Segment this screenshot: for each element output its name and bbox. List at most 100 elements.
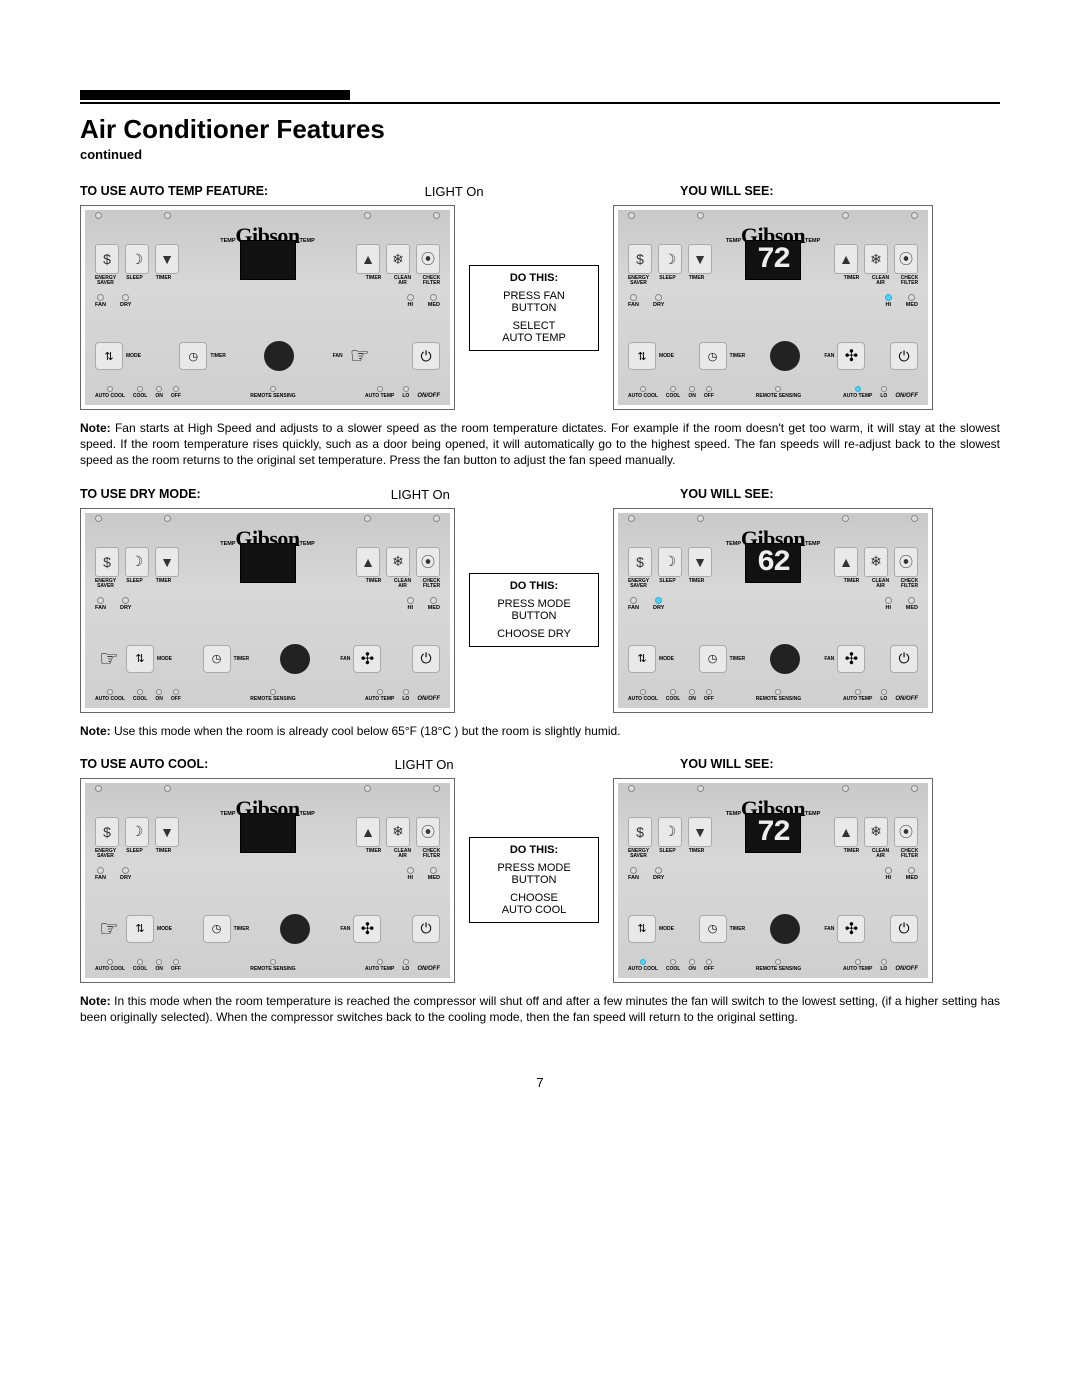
temperature-display [240,543,296,583]
mode-button[interactable]: ⇅ [628,915,656,943]
you-will-see-label: YOU WILL SEE: [680,757,1000,772]
feature-section-auto-temp: TO USE AUTO TEMP FEATURE: LIGHT On YOU W… [80,184,1000,469]
sleep-button[interactable]: ☽ [658,817,682,847]
clean-air-button[interactable]: ❄ [386,817,410,847]
page-number: 7 [80,1075,1000,1090]
check-filter-button[interactable]: ⦿ [416,547,440,577]
timer-up-button[interactable]: ▲ [356,244,380,274]
you-will-see-label: YOU WILL SEE: [680,487,1000,502]
timer-button[interactable]: ◷ [699,645,727,673]
mode-button[interactable]: ⇅ [628,342,656,370]
sleep-button[interactable]: ☽ [658,244,682,274]
fan-button[interactable]: ✣ [837,342,865,370]
temperature-display: 62 [745,543,801,583]
timer-button[interactable]: ◷ [699,342,727,370]
page-title: Air Conditioner Features [80,114,1000,145]
temperature-display: 72 [745,240,801,280]
energy-saver-button[interactable]: $ [628,547,652,577]
timer-button[interactable]: ◷ [699,915,727,943]
mode-button[interactable]: ⇅ [628,645,656,673]
continued-label: continued [80,147,1000,162]
timer-up-button[interactable]: ▲ [356,547,380,577]
feature-section-auto-cool: TO USE AUTO COOL: LIGHT On YOU WILL SEE:… [80,757,1000,1025]
check-filter-button[interactable]: ⦿ [416,817,440,847]
timer-up-button[interactable]: ▲ [356,817,380,847]
check-filter-button[interactable]: ⦿ [894,244,918,274]
control-knob[interactable] [770,914,800,944]
feature-section-dry-mode: TO USE DRY MODE: LIGHT On YOU WILL SEE: … [80,487,1000,739]
control-panel: Gibson TEMPTEMP $ ☽ ▼ ▲ ❄ ⦿ ENERGY SAVER… [80,778,455,983]
check-filter-button[interactable]: ⦿ [416,244,440,274]
light-on-label: LIGHT On [395,757,454,772]
instruction-box: DO THIS: PRESS FANBUTTONSELECTAUTO TEMP [469,265,599,351]
energy-saver-button[interactable]: $ [628,817,652,847]
you-will-see-label: YOU WILL SEE: [680,184,1000,199]
control-panel: Gibson TEMPTEMP 72 $ ☽ ▼ ▲ ❄ ⦿ ENERGY SA… [613,778,933,983]
control-knob[interactable] [770,644,800,674]
timer-up-button[interactable]: ▲ [834,547,858,577]
timer-down-button[interactable]: ▼ [155,547,179,577]
energy-saver-button[interactable]: $ [628,244,652,274]
timer-down-button[interactable]: ▼ [688,244,712,274]
control-panel: Gibson TEMPTEMP $ ☽ ▼ ▲ ❄ ⦿ ENERGY SAVER… [80,508,455,713]
temperature-display [240,240,296,280]
check-filter-button[interactable]: ⦿ [894,817,918,847]
instruction-box: DO THIS: PRESS MODEBUTTONCHOOSE DRY [469,573,599,647]
timer-button[interactable]: ◷ [203,645,231,673]
check-filter-button[interactable]: ⦿ [894,547,918,577]
temperature-display [240,813,296,853]
control-panel: Gibson TEMPTEMP $ ☽ ▼ ▲ ❄ ⦿ ENERGY SAVER… [80,205,455,410]
control-panel: Gibson TEMPTEMP 62 $ ☽ ▼ ▲ ❄ ⦿ ENERGY SA… [613,508,933,713]
clean-air-button[interactable]: ❄ [386,547,410,577]
mode-button[interactable]: ⇅ [126,645,154,673]
sleep-button[interactable]: ☽ [125,547,149,577]
clean-air-button[interactable]: ❄ [386,244,410,274]
power-button[interactable]: ⏻ [890,645,918,673]
light-on-label: LIGHT On [425,184,484,199]
timer-down-button[interactable]: ▼ [688,547,712,577]
fan-button[interactable]: ✣ [837,915,865,943]
timer-button[interactable]: ◷ [179,342,207,370]
energy-saver-button[interactable]: $ [95,244,119,274]
timer-down-button[interactable]: ▼ [155,244,179,274]
timer-up-button[interactable]: ▲ [834,244,858,274]
instruction-box: DO THIS: PRESS MODEBUTTONCHOOSEAUTO COOL [469,837,599,923]
note-text: Note: Fan starts at High Speed and adjus… [80,420,1000,469]
power-button[interactable]: ⏻ [412,342,440,370]
section-heading: TO USE AUTO COOL: [80,757,208,772]
timer-down-button[interactable]: ▼ [688,817,712,847]
control-knob[interactable] [280,914,310,944]
sleep-button[interactable]: ☽ [658,547,682,577]
power-button[interactable]: ⏻ [890,915,918,943]
power-button[interactable]: ⏻ [412,645,440,673]
energy-saver-button[interactable]: $ [95,817,119,847]
power-button[interactable]: ⏻ [412,915,440,943]
timer-button[interactable]: ◷ [203,915,231,943]
timer-down-button[interactable]: ▼ [155,817,179,847]
header-rule-thick [80,90,350,100]
power-button[interactable]: ⏻ [890,342,918,370]
clean-air-button[interactable]: ❄ [864,817,888,847]
section-heading: TO USE AUTO TEMP FEATURE: [80,184,268,199]
control-knob[interactable] [280,644,310,674]
sleep-button[interactable]: ☽ [125,244,149,274]
control-knob[interactable] [770,341,800,371]
pointing-hand-icon: ☞ [95,645,123,673]
header-rule-thin [80,102,1000,104]
mode-button[interactable]: ⇅ [126,915,154,943]
clean-air-button[interactable]: ❄ [864,547,888,577]
control-knob[interactable] [264,341,294,371]
note-text: Note: Use this mode when the room is alr… [80,723,1000,739]
timer-up-button[interactable]: ▲ [834,817,858,847]
pointing-hand-icon: ☞ [95,915,123,943]
fan-button[interactable]: ✣ [353,645,381,673]
energy-saver-button[interactable]: $ [95,547,119,577]
temperature-display: 72 [745,813,801,853]
fan-button[interactable]: ✣ [353,915,381,943]
sleep-button[interactable]: ☽ [125,817,149,847]
section-heading: TO USE DRY MODE: [80,487,201,502]
clean-air-button[interactable]: ❄ [864,244,888,274]
mode-button[interactable]: ⇅ [95,342,123,370]
control-panel: Gibson TEMPTEMP 72 $ ☽ ▼ ▲ ❄ ⦿ ENERGY SA… [613,205,933,410]
fan-button[interactable]: ✣ [837,645,865,673]
